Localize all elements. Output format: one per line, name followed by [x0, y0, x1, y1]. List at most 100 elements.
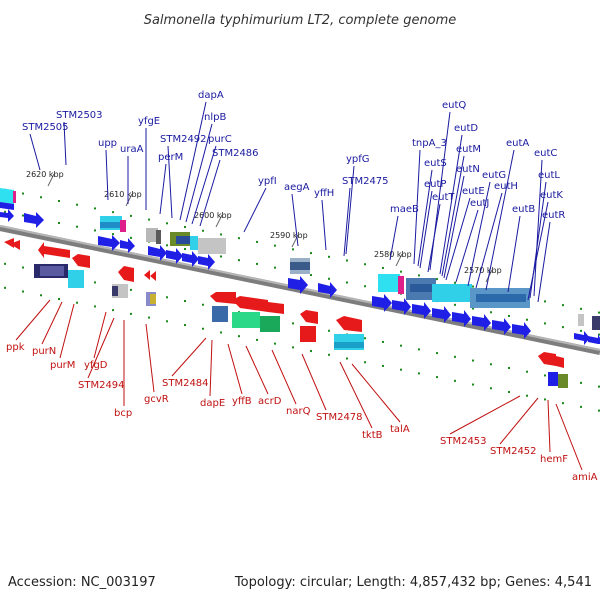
guide-dot: [148, 316, 150, 319]
gene-label-upp: upp: [98, 138, 117, 149]
label-leader: [449, 395, 521, 435]
guide-dot: [580, 381, 582, 384]
guide-dot: [328, 255, 330, 258]
gene-label-ppk: ppk: [6, 342, 25, 353]
guide-dot: [328, 329, 330, 332]
forward-strand-features: [0, 188, 600, 345]
guide-dot: [166, 320, 168, 323]
gene-label-eutj: eutJ: [470, 198, 489, 209]
gene-arrow: [318, 282, 337, 298]
guide-dot: [454, 303, 456, 306]
gene-label-maeb: maeB: [390, 204, 419, 215]
guide-dot: [76, 203, 78, 206]
guide-dot: [202, 229, 204, 232]
gene-label-eutp: eutP: [424, 179, 446, 190]
gene-block: [198, 238, 226, 254]
gene-arrow: [120, 238, 135, 253]
gene-label-euth: eutH: [494, 181, 518, 192]
guide-dot: [490, 363, 492, 366]
gene-label-eutc: eutC: [534, 148, 557, 159]
guide-dot: [382, 364, 384, 367]
label-leader: [63, 121, 67, 166]
label-leader: [167, 145, 173, 219]
gene-arrow: [148, 245, 167, 261]
guide-dot: [454, 281, 456, 284]
tick-mark: [47, 173, 55, 187]
gene-block: [260, 316, 280, 332]
gene-label-stm2452: STM2452: [490, 446, 537, 457]
guide-dot: [436, 278, 438, 281]
label-leader: [191, 145, 217, 225]
guide-dot: [4, 286, 6, 289]
gene-arrow: [4, 238, 14, 248]
guide-dot: [454, 379, 456, 382]
label-leader: [291, 193, 299, 247]
guide-dot: [130, 312, 132, 315]
gene-label-euts: eutS: [424, 158, 447, 169]
guide-dot: [544, 322, 546, 325]
label-leader: [345, 165, 355, 255]
gene-label-yfge: yfgE: [138, 116, 160, 127]
tick-label: 2580 kbp: [374, 250, 412, 259]
label-leader: [555, 403, 583, 471]
gene-label-gcvr: gcvR: [144, 394, 169, 405]
gene-label-stm2453: STM2453: [440, 436, 487, 447]
guide-dot: [508, 390, 510, 393]
gene-block: [146, 228, 158, 242]
guide-dot: [508, 314, 510, 317]
guide-dot: [562, 304, 564, 307]
guide-dot: [544, 300, 546, 303]
guide-dot: [292, 248, 294, 251]
guide-dot: [256, 240, 258, 243]
label-leader: [29, 133, 41, 171]
reverse-gene-labels: ppk purN purM yfgD STM2494 bcp gcvR STM2484 dapE…: [6, 299, 598, 483]
gene-arrow: [588, 334, 600, 344]
guide-dot: [94, 281, 96, 284]
guide-dot: [328, 353, 330, 356]
gene-label-nlpb: nlpB: [204, 112, 226, 123]
guide-dot: [310, 350, 312, 353]
gene-label-purm: purM: [50, 360, 75, 371]
label-leader: [507, 215, 521, 293]
guide-dot: [238, 335, 240, 338]
gene-arrow: [0, 209, 14, 222]
label-leader: [351, 363, 401, 423]
label-leader: [41, 301, 63, 345]
guide-dot: [220, 233, 222, 236]
guide-dot: [490, 387, 492, 390]
guide-dot: [94, 305, 96, 308]
guide-dot: [562, 326, 564, 329]
guide-dot: [256, 338, 258, 341]
gene-label-yffb: yffB: [232, 396, 252, 407]
gene-block: [40, 266, 64, 276]
label-leader: [301, 353, 327, 411]
guide-dot: [22, 214, 24, 217]
guide-dot: [4, 262, 6, 265]
gene-block: [334, 342, 364, 348]
gene-arrow: [210, 292, 236, 304]
guide-dot: [544, 398, 546, 401]
guide-dot: [400, 344, 402, 347]
gene-label-hemf: hemF: [540, 454, 568, 465]
guide-dot: [472, 285, 474, 288]
gene-arrow: [372, 294, 392, 312]
guide-dot: [292, 346, 294, 349]
gene-arrow: [150, 271, 156, 281]
gene-label-eutr: eutR: [542, 210, 565, 221]
label-leader: [171, 337, 207, 377]
label-leader: [145, 323, 155, 393]
gene-block: [100, 222, 122, 228]
gene-label-stm2478: STM2478: [316, 412, 363, 423]
guide-dot: [274, 244, 276, 247]
label-leader: [179, 101, 207, 221]
gene-block: [290, 262, 310, 270]
gene-block: [578, 314, 584, 326]
guide-dot: [184, 248, 186, 251]
guide-dot: [526, 370, 528, 373]
gene-label-eutq: eutQ: [442, 100, 466, 111]
guide-dot: [346, 259, 348, 262]
guide-dot: [238, 259, 240, 262]
guide-dot: [310, 274, 312, 277]
guide-dot: [22, 266, 24, 269]
